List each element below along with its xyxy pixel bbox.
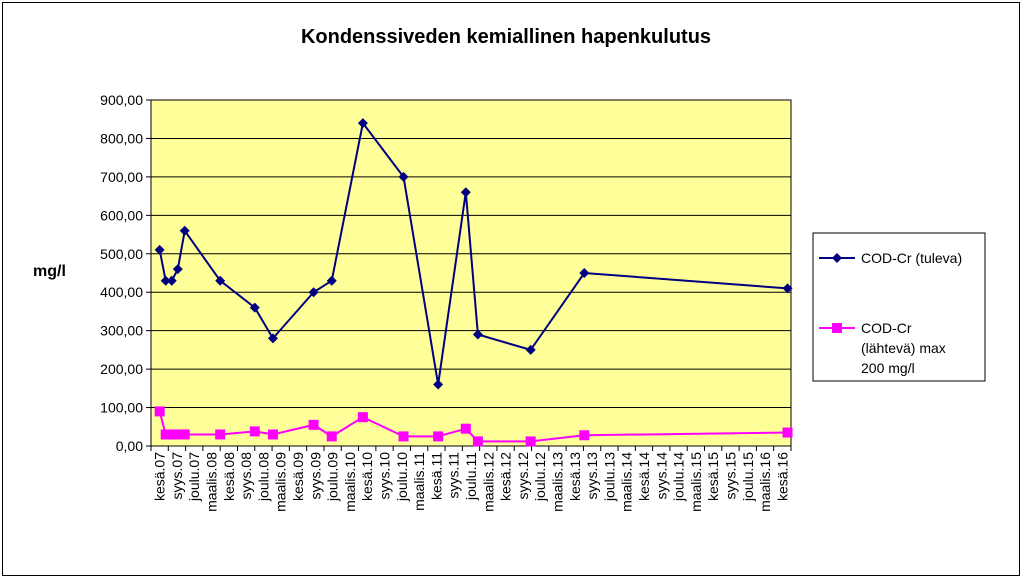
data-point [460,187,471,198]
x-tick-label: syys.14 [653,452,669,500]
legend-marker-2 [832,323,842,333]
data-point [172,429,183,440]
data-point [249,302,260,313]
data-point [398,431,409,442]
x-tick-label: syys.12 [515,452,531,500]
data-point [154,244,165,255]
x-tick-label: maalis.09 [273,452,289,512]
data-point [433,431,444,442]
y-tick-label: 0,00 [116,438,143,454]
data-point [160,275,171,286]
line-chart: Kondenssiveden kemiallinen hapenkulutus … [33,26,986,512]
data-point [433,379,444,390]
x-tick-label: kesä.11 [428,452,444,500]
data-point [525,344,536,355]
data-point [782,427,793,438]
y-tick-label: 200,00 [100,361,143,377]
data-point [398,171,409,182]
x-tick-label: maalis.14 [619,452,635,512]
data-point [308,287,319,298]
x-tick-label: syys.08 [238,452,254,500]
x-tick-label: syys.07 [169,452,185,500]
data-point [267,333,278,344]
data-point [326,431,337,442]
y-tick-label: 500,00 [100,246,143,262]
data-point [267,429,278,440]
x-tick-label: syys.15 [722,452,738,500]
x-tick-label: maalis.11 [411,452,427,511]
y-tick-label: 900,00 [100,92,143,108]
x-tick-label: maalis.13 [549,452,565,512]
y-tick-label: 400,00 [100,284,143,300]
x-tick-label: kesä.14 [636,452,652,501]
x-tick-label: joulu.15 [740,452,756,502]
data-point [154,406,165,417]
x-tick-label: maalis.10 [342,452,358,512]
x-tick-label: kesä.13 [567,452,583,501]
data-point [179,429,190,440]
data-point [179,225,190,236]
x-tick-label: joulu.11 [463,452,479,501]
data-point [472,436,483,447]
x-tick-label: joulu.09 [325,452,341,502]
x-tick-label: joulu.07 [186,452,202,502]
x-tick-label: syys.10 [377,452,393,500]
x-tick-label: kesä.10 [359,452,375,501]
series-2 [154,406,793,447]
legend: COD-Cr (tuleva) COD-Cr (lähtevä) max 200 mg… [812,232,986,382]
x-tick-label: kesä.12 [498,452,514,501]
series-1 [154,118,793,390]
y-axis-title: mg/l [33,263,66,280]
legend-label-1: COD-Cr (tuleva) [861,250,962,266]
chart-title: Kondenssiveden kemiallinen hapenkulutus [301,26,711,48]
data-point [472,329,483,340]
data-point [782,283,793,294]
y-tick-label: 800,00 [100,130,143,146]
data-point [579,268,590,278]
x-tick-label: kesä.09 [290,452,306,501]
x-tick-label: syys.09 [307,452,323,500]
data-point [215,275,226,286]
legend-marker-1 [832,253,842,263]
y-tick-label: 300,00 [100,323,143,339]
x-tick-label: kesä.15 [705,452,721,501]
data-point [460,423,471,434]
plot-area [150,99,792,447]
data-point [308,419,319,430]
y-tick-label: 700,00 [100,169,143,185]
x-tick-label: joulu.14 [671,452,687,502]
x-tick-label: maalis.08 [204,452,220,512]
data-point [525,436,536,447]
x-tick-label: kesä.16 [774,452,790,501]
data-point [172,264,183,275]
x-tick-label: syys.11 [446,452,462,499]
data-point [249,426,260,437]
x-tick-label: kesä.07 [152,452,168,501]
data-point [215,429,226,440]
data-point [160,429,171,440]
x-tick-label: joulu.12 [532,452,548,502]
data-point [357,118,368,129]
y-tick-label: 100,00 [100,400,143,416]
x-tick-label: joulu.08 [255,452,271,502]
y-axis-ticks: 0,00 100,00 200,00 300,00 400,00 500,00 600,00… [100,92,151,454]
data-point [166,275,177,286]
data-point [326,275,337,286]
y-tick-label: 600,00 [100,207,143,223]
series-layer [154,118,793,447]
x-axis-ticks: kesä.07 syys.07 joulu.07 maalis.08 kesä.08 sy… [150,446,792,512]
x-tick-label: maalis.15 [688,452,704,512]
x-tick-label: syys.13 [584,452,600,500]
x-tick-label: maalis.16 [757,452,773,512]
data-point [166,429,177,440]
data-point [357,412,368,423]
x-tick-label: joulu.13 [601,452,617,502]
x-tick-label: maalis.12 [480,452,496,512]
x-tick-label: kesä.08 [221,452,237,501]
legend-label-2: COD-Cr (lähtevä) max 200 mg/l [861,320,946,376]
data-point [579,430,590,441]
x-tick-label: joulu.10 [394,452,410,502]
